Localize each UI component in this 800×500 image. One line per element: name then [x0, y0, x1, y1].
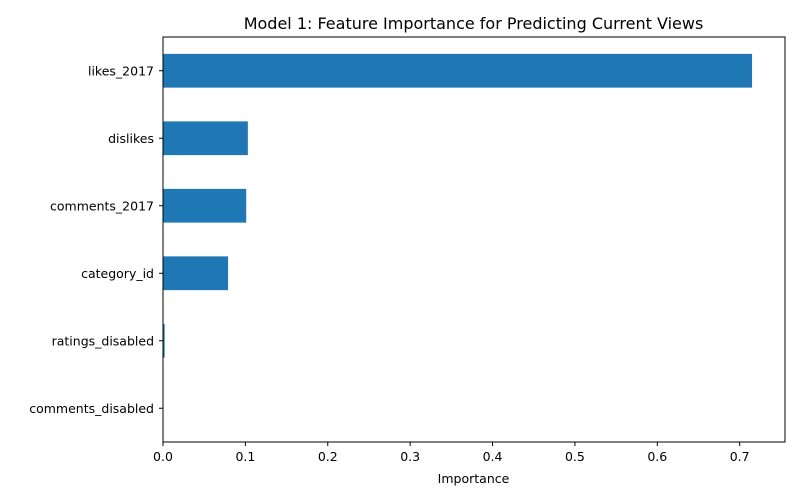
x-tick-label: 0.7 [730, 449, 750, 464]
bar-dislikes [163, 121, 248, 156]
y-tick-label: category_id [81, 266, 154, 281]
x-tick-label: 0.2 [318, 449, 338, 464]
chart-title: Model 1: Feature Importance for Predicti… [244, 14, 704, 33]
y-tick-label: likes_2017 [88, 63, 154, 78]
x-axis-label: Importance [438, 471, 510, 486]
bar-comments_2017 [163, 188, 247, 223]
y-tick-label: dislikes [108, 131, 154, 146]
x-tick-label: 0.1 [235, 449, 255, 464]
y-tick-label: ratings_disabled [52, 333, 154, 348]
x-tick-label: 0.4 [483, 449, 503, 464]
x-tick-label: 0.3 [400, 449, 420, 464]
y-tick-label: comments_2017 [50, 198, 154, 213]
x-tick-label: 0.6 [647, 449, 667, 464]
bar-ratings_disabled [163, 323, 165, 358]
bar-likes_2017 [163, 53, 753, 88]
x-tick-label: 0.0 [153, 449, 173, 464]
y-tick-label: comments_disabled [29, 401, 154, 416]
axes-frame [162, 36, 786, 443]
bar-category_id [163, 256, 229, 291]
plot-area: likes_2017 dislikes comments_2017 category_… [29, 36, 786, 464]
x-tick-label: 0.5 [565, 449, 585, 464]
